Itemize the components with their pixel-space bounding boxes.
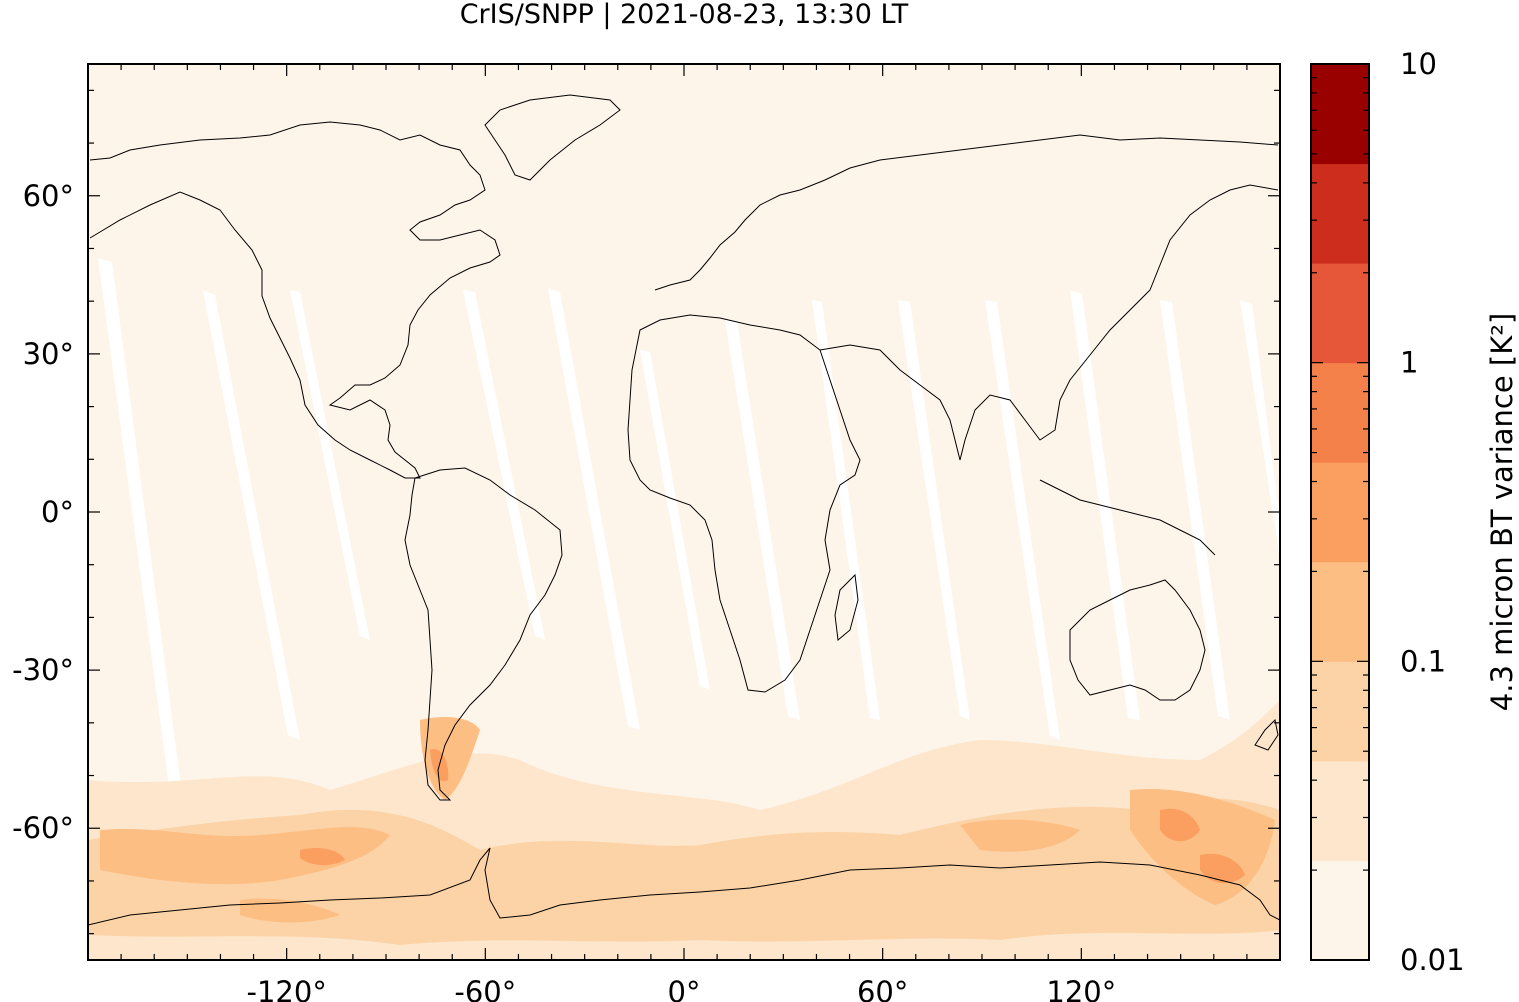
colorbar-frame: [1310, 63, 1370, 961]
colorbar-segment: [1311, 760, 1369, 861]
colorbar-segment: [1311, 362, 1369, 463]
orbit-gap: [1070, 290, 1140, 720]
coastline-maritime-se-asia: [1039, 479, 1216, 556]
y-tick-label: -30°: [12, 653, 74, 687]
colorbar-segment: [1311, 64, 1369, 165]
colorbar: 10 1 0.1 0.01: [1310, 47, 1465, 977]
variance-region-vhigh: [1200, 853, 1245, 884]
orbit-gap: [203, 290, 300, 740]
variance-region-high: [960, 819, 1080, 852]
y-tick-label: 30°: [23, 337, 74, 371]
orbit-gap: [463, 290, 545, 640]
colorbar-segment: [1311, 661, 1369, 762]
y-axis: 60° 30° 0° -30° -60°: [12, 89, 1280, 935]
coastline-africa: [627, 314, 861, 693]
coastline-north-america: [89, 121, 501, 479]
x-tick-label: -60°: [454, 975, 516, 1002]
orbit-gap: [548, 288, 640, 730]
colorbar-tick-label: 0.01: [1400, 943, 1465, 977]
y-tick-label: -60°: [12, 811, 74, 845]
coastline-antarctica: [88, 847, 1280, 926]
coastline-greenland: [484, 94, 621, 181]
coastline-australia: [1069, 579, 1206, 701]
colorbar-tick-label: 0.1: [1400, 644, 1446, 678]
map-title: CrIS/SNPP | 2021-08-23, 13:30 LT: [459, 0, 909, 30]
orbit-gap: [725, 320, 800, 720]
x-axis: -120° -60° 0° 60° 120°: [120, 64, 1248, 1002]
variance-region-high: [100, 827, 390, 885]
variance-field: [88, 700, 1280, 960]
orbit-gap: [98, 258, 196, 900]
x-tick-label: 120°: [1046, 975, 1116, 1002]
orbit-gap: [1240, 300, 1280, 560]
orbit-gap: [1160, 300, 1230, 720]
coastline-new-zealand: [1254, 718, 1279, 751]
variance-region-high: [240, 898, 340, 923]
variance-region-vhigh: [300, 848, 345, 866]
colorbar-label: 4.3 micron BT variance [K²]: [1485, 313, 1519, 711]
colorbar-segment: [1311, 561, 1369, 662]
orbit-gaps: [98, 258, 1280, 900]
orbit-gap: [985, 300, 1060, 740]
coastline-europe: [654, 134, 1279, 291]
colorbar-segment: [1311, 163, 1369, 264]
x-tick-label: 0°: [668, 975, 701, 1002]
orbit-gap: [640, 350, 710, 690]
colorbar-segment: [1311, 462, 1369, 563]
coastline-madagascar: [834, 573, 859, 641]
colorbar-tick-label: 1: [1400, 346, 1418, 380]
coastline-asia: [819, 184, 1279, 461]
y-tick-label: 0°: [41, 495, 74, 529]
map-plot-area: [88, 64, 1280, 960]
orbit-gap: [290, 290, 370, 640]
colorbar-segment: [1311, 860, 1369, 961]
orbit-gap: [812, 300, 880, 720]
orbit-gap: [898, 300, 970, 720]
y-tick-label: 60°: [23, 179, 74, 213]
coastline-south-america: [404, 467, 563, 801]
colorbar-tick-label: 10: [1400, 47, 1437, 81]
variance-region-vhigh: [1160, 808, 1200, 842]
coastlines: [88, 94, 1280, 926]
x-tick-label: -120°: [247, 975, 327, 1002]
variance-region-high: [420, 717, 480, 800]
colorbar-segment: [1311, 263, 1369, 364]
x-tick-label: 60°: [857, 975, 908, 1002]
